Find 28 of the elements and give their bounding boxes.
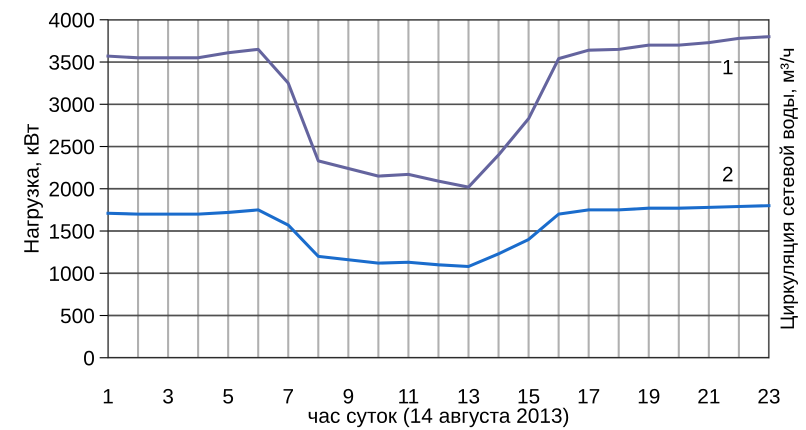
x-tick-label: 5 — [223, 389, 234, 404]
x-tick-label: 11 — [399, 389, 418, 404]
x-tick-label: 23 — [758, 388, 780, 404]
x-tick-label: 9 — [344, 388, 354, 404]
y-tick-label: 2500 — [50, 140, 94, 154]
line-series — [106, 204, 770, 268]
x-axis-title: час суток (14 августа 2013) — [308, 408, 568, 428]
series-label: 2 — [723, 166, 733, 182]
y-tick-label: 500 — [60, 308, 94, 324]
x-tick-label: 19 — [638, 388, 660, 404]
y2-axis-title: Циркуляция сетевой воды, м³/ч — [780, 48, 798, 328]
x-tick-label: 1 — [104, 389, 113, 404]
y-tick-label: 1500 — [50, 224, 94, 239]
x-tick-label: 17 — [578, 389, 600, 404]
x-tick-label: 3 — [163, 388, 173, 404]
y-tick-label: 1000 — [50, 266, 94, 282]
y-tick-label: 4000 — [48, 12, 94, 28]
y-tick-label: 0 — [84, 350, 94, 366]
y-tick-label: 2000 — [50, 182, 94, 197]
x-tick-label: 15 — [518, 389, 540, 404]
x-tick-label: 13 — [458, 388, 480, 404]
series-label: 1 — [724, 60, 733, 74]
x-tick-label: 7 — [284, 389, 294, 404]
line-series — [106, 35, 770, 189]
y-tick-label: 3500 — [49, 55, 94, 70]
x-tick-label: 21 — [698, 388, 720, 404]
y-tick-label: 3000 — [49, 97, 94, 112]
y-axis-title: Нагрузка, кВт — [24, 124, 43, 252]
